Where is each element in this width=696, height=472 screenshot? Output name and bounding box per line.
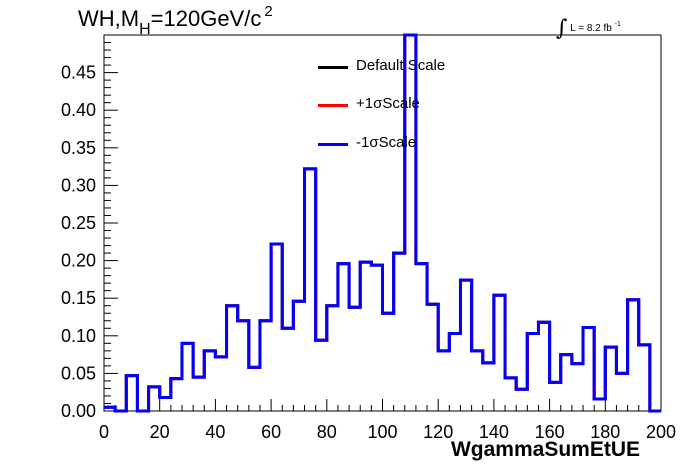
x-tick-label: 180 [590, 422, 620, 442]
legend-swatch-plus1sigma [318, 104, 348, 107]
title-subscript: H [139, 21, 151, 38]
title-main: WH,M [78, 6, 140, 31]
y-tick-label: 0.15 [61, 288, 96, 308]
legend-label-plus1sigma: +1σScale [356, 95, 420, 112]
legend-swatch-minus1sigma [318, 143, 348, 146]
legend-item-plus1sigma: +1σScale [318, 93, 518, 117]
legend-label-default: Default Scale [356, 57, 446, 74]
x-tick-label: 160 [535, 422, 565, 442]
x-tick-label: 200 [646, 422, 676, 442]
y-tick-label: 0.10 [61, 326, 96, 346]
x-tick-label: 60 [261, 422, 281, 442]
y-tick-label: 0.35 [61, 138, 96, 158]
y-tick-label: 0.20 [61, 251, 96, 271]
legend-item-default: Default Scale [318, 55, 518, 79]
legend-swatch-default [318, 66, 348, 69]
series-line-2 [104, 33, 661, 413]
x-axis-label: WgammaSumEtUE [450, 438, 640, 461]
y-tick-label: 0.45 [61, 63, 96, 83]
legend-label-minus1sigma: -1σScale [356, 134, 417, 151]
x-tick-label: 80 [317, 422, 337, 442]
legend-item-minus1sigma: -1σScale [318, 132, 518, 156]
y-tick-label: 0.05 [61, 363, 96, 383]
series-layer [104, 33, 661, 413]
y-axis: 0.00 0.05 0.10 0.15 0.20 0.25 0.30 0.35 0.40 0.45 [61, 42, 118, 421]
plot-title: WH,MH=120GeV/c 2 [78, 3, 273, 38]
x-tick-label: 140 [479, 422, 509, 442]
integral-symbol: ∫ [556, 16, 568, 41]
x-tick-label: 100 [367, 422, 397, 442]
y-tick-label: 0.30 [61, 175, 96, 195]
luminosity-text: L = 8.2 fb [570, 23, 612, 34]
title-rest: =120GeV/c [150, 6, 262, 31]
luminosity-label: ∫ L = 8.2 fb -1 [556, 12, 621, 41]
y-tick-label: 0.40 [61, 100, 96, 120]
y-tick-label: 0.00 [61, 401, 96, 421]
plot-frame [103, 34, 662, 412]
x-axis: 0 20 40 60 80 100 120 140 160 180 200 [99, 399, 676, 442]
x-tick-label: 120 [423, 422, 453, 442]
x-tick-label: 0 [99, 422, 109, 442]
x-tick-label: 20 [150, 422, 170, 442]
series-line-1 [104, 33, 661, 413]
series-line-0 [104, 33, 661, 413]
x-tick-label: 40 [205, 422, 225, 442]
y-tick-label: 0.25 [61, 213, 96, 233]
luminosity-superscript: -1 [614, 21, 621, 28]
title-superscript: 2 [264, 3, 273, 20]
